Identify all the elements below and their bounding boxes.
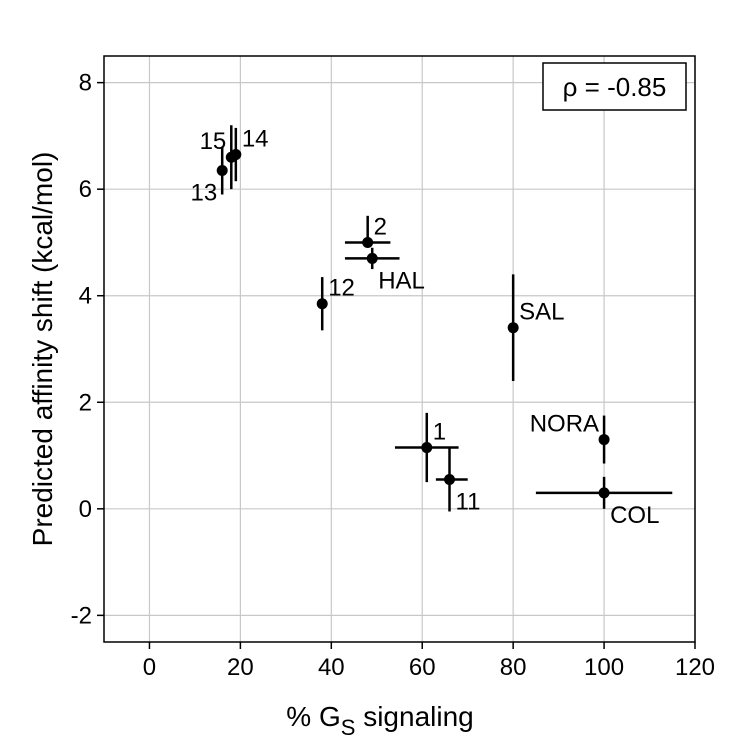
point-marker xyxy=(366,252,378,264)
point-label: 12 xyxy=(328,275,355,302)
x-tick-label: 60 xyxy=(409,654,436,681)
y-tick-label: 8 xyxy=(79,70,92,97)
point-marker xyxy=(421,442,433,454)
y-tick-label: 2 xyxy=(79,389,92,416)
point-label: 11 xyxy=(456,489,481,516)
data-point-11: 11 xyxy=(435,447,481,516)
x-tick-label: 100 xyxy=(584,654,624,681)
y-tick-label: 4 xyxy=(79,283,92,310)
plot-frame xyxy=(103,55,696,643)
point-marker xyxy=(216,165,228,177)
y-axis-title: Predicted affinity shift (kcal/mol) xyxy=(27,152,58,547)
x-axis-title-subscript: S xyxy=(341,715,356,740)
axis-ticks: 0 20 40 60 80 100 120 -2 0 2 4 6 8 xyxy=(71,70,715,681)
x-tick-label: 40 xyxy=(318,654,345,681)
data-point-hal: HAL xyxy=(344,247,425,294)
point-label: 2 xyxy=(374,213,387,240)
point-marker xyxy=(507,322,519,334)
data-point-col: COL xyxy=(535,476,673,529)
data-point-13: 13 xyxy=(190,146,228,207)
y-tick-label: 0 xyxy=(79,496,92,523)
grid-lines xyxy=(104,56,696,642)
data-point-2: 2 xyxy=(344,213,391,248)
point-marker xyxy=(598,434,610,446)
x-axis-title: % GS signaling xyxy=(286,701,473,740)
point-marker xyxy=(316,298,328,310)
data-point-sal: SAL xyxy=(507,274,565,381)
point-label: NORA xyxy=(530,411,599,438)
annotation-box xyxy=(542,62,687,111)
y-tick-label: 6 xyxy=(79,176,92,203)
data-point-nora: NORA xyxy=(530,411,610,464)
point-label: 13 xyxy=(190,180,217,207)
point-label: 1 xyxy=(433,419,446,446)
data-point-1: 1 xyxy=(394,412,459,483)
point-marker xyxy=(362,236,374,248)
data-point-14: 14 xyxy=(230,126,269,182)
data-point-12: 12 xyxy=(316,275,355,331)
x-tick-label: 80 xyxy=(500,654,527,681)
point-marker xyxy=(598,487,610,499)
point-label: HAL xyxy=(378,267,425,294)
correlation-text: ρ = -0.85 xyxy=(563,72,667,102)
x-tick-label: 120 xyxy=(675,654,715,681)
x-tick-label: 0 xyxy=(143,654,156,681)
y-tick-label: -2 xyxy=(71,602,92,629)
x-tick-label: 20 xyxy=(227,654,254,681)
point-marker xyxy=(230,149,242,161)
point-label: 14 xyxy=(242,126,269,153)
correlation-annotation: ρ = -0.85 xyxy=(542,62,687,111)
point-label: COL xyxy=(610,502,659,529)
x-axis-title-main: % G xyxy=(286,701,340,732)
x-axis-title-tail: signaling xyxy=(355,701,473,732)
point-marker xyxy=(444,474,456,486)
point-label: SAL xyxy=(519,299,564,326)
